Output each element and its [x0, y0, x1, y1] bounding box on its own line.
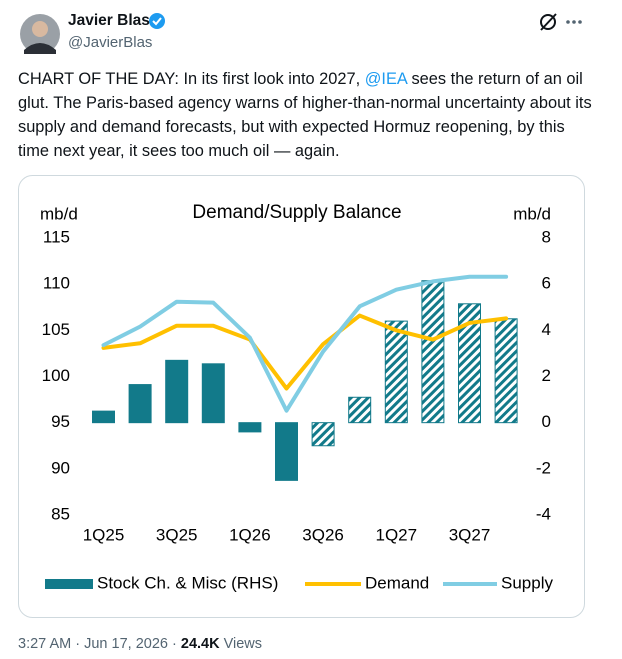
chart-title: Demand/Supply Balance: [192, 202, 401, 223]
grok-icon[interactable]: [540, 13, 557, 31]
time[interactable]: 3:27 AM: [18, 636, 72, 652]
tweet-footer: 3:27 AM · Jun 17, 2026 · 24.4K Views: [18, 636, 262, 652]
bar: [384, 320, 408, 424]
bar: [128, 384, 152, 424]
bar: [421, 280, 445, 424]
x-tick-label: 3Q27: [449, 525, 491, 544]
legend-label: Supply: [501, 573, 553, 592]
view-count: 24.4K: [180, 636, 220, 652]
legend-label: Demand: [365, 573, 429, 592]
y2-tick-label: -2: [536, 458, 551, 477]
y-axis-label: mb/d: [40, 204, 78, 223]
separator: ·: [75, 636, 81, 652]
bar: [165, 359, 189, 424]
bar: [348, 396, 372, 424]
y2-tick-label: 8: [542, 227, 551, 246]
y-tick-label: 100: [42, 366, 70, 385]
date[interactable]: Jun 17, 2026: [84, 636, 168, 652]
y-tick-label: 115: [43, 227, 70, 246]
mention-link[interactable]: @IEA: [364, 70, 407, 88]
y-tick-label: 90: [51, 458, 70, 477]
bar: [238, 422, 262, 433]
x-tick-label: 1Q27: [376, 525, 418, 544]
tweet-text: CHART OF THE DAY: In its first look into…: [18, 67, 598, 163]
y2-tick-label: 4: [542, 320, 551, 339]
y-tick-label: 85: [51, 504, 70, 523]
bar: [92, 410, 115, 424]
x-tick-label: 1Q26: [229, 525, 271, 544]
y-tick-label: 95: [51, 412, 70, 431]
x-tick-label: 1Q25: [83, 525, 125, 544]
views-label: Views: [223, 636, 263, 652]
y-tick-label: 105: [42, 320, 70, 339]
y-tick-label: 110: [43, 274, 70, 293]
x-tick-label: 3Q26: [302, 525, 344, 544]
x-tick-label: 3Q25: [156, 525, 198, 544]
y2-tick-label: 6: [542, 274, 551, 293]
author-name[interactable]: Javier Blas: [68, 12, 150, 29]
y2-tick-label: 0: [542, 412, 551, 431]
plot-area: 85 90 95 100 105 110 115 -4 -2 0 2 4 6 8 1Q25 3Q25 1Q26 3…: [42, 227, 554, 592]
avatar[interactable]: [20, 14, 60, 54]
bar: [494, 318, 518, 424]
bar: [311, 422, 335, 447]
y2-tick-label: -4: [536, 504, 551, 523]
line: [101, 274, 509, 413]
tweet-text-part: CHART OF THE DAY: In its first look into…: [18, 70, 365, 88]
line: [101, 313, 509, 391]
tweet-text-part: sees the return of an oil glut. The Pari…: [18, 70, 601, 160]
more-icon[interactable]: [566, 20, 582, 24]
bar: [275, 422, 298, 481]
bar: [201, 363, 225, 424]
bar: [458, 303, 481, 424]
separator: ·: [172, 636, 177, 652]
author-handle[interactable]: @JavierBlas: [68, 34, 153, 51]
y2-tick-label: 2: [542, 366, 551, 385]
legend-swatch: [45, 579, 93, 589]
legend-label: Stock Ch. & Misc (RHS): [97, 573, 278, 592]
verified-badge: [149, 13, 165, 29]
y2-axis-label: mb/d: [513, 204, 551, 223]
